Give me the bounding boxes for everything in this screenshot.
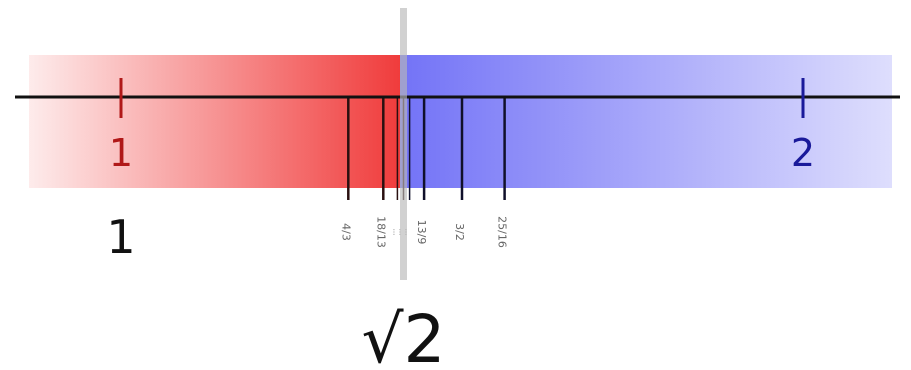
sqrt2-marker-line <box>400 8 407 280</box>
endpoint-label-two: 2 <box>791 131 815 175</box>
lower-left-one-label: 1 <box>106 210 135 264</box>
convergent-fraction-label: 25/16 <box>496 216 509 248</box>
upper-bound-region <box>400 55 892 188</box>
convergent-fraction-label: 18/13 <box>374 216 387 248</box>
lower-bound-region <box>29 55 400 188</box>
sqrt2-label: √2 <box>361 301 445 366</box>
convergent-fraction-label: 4/3 <box>339 223 352 241</box>
endpoint-label-one: 1 <box>109 131 133 175</box>
convergent-fraction-label: 3/2 <box>453 223 466 241</box>
convergent-fraction-label: 13/9 <box>415 220 428 245</box>
